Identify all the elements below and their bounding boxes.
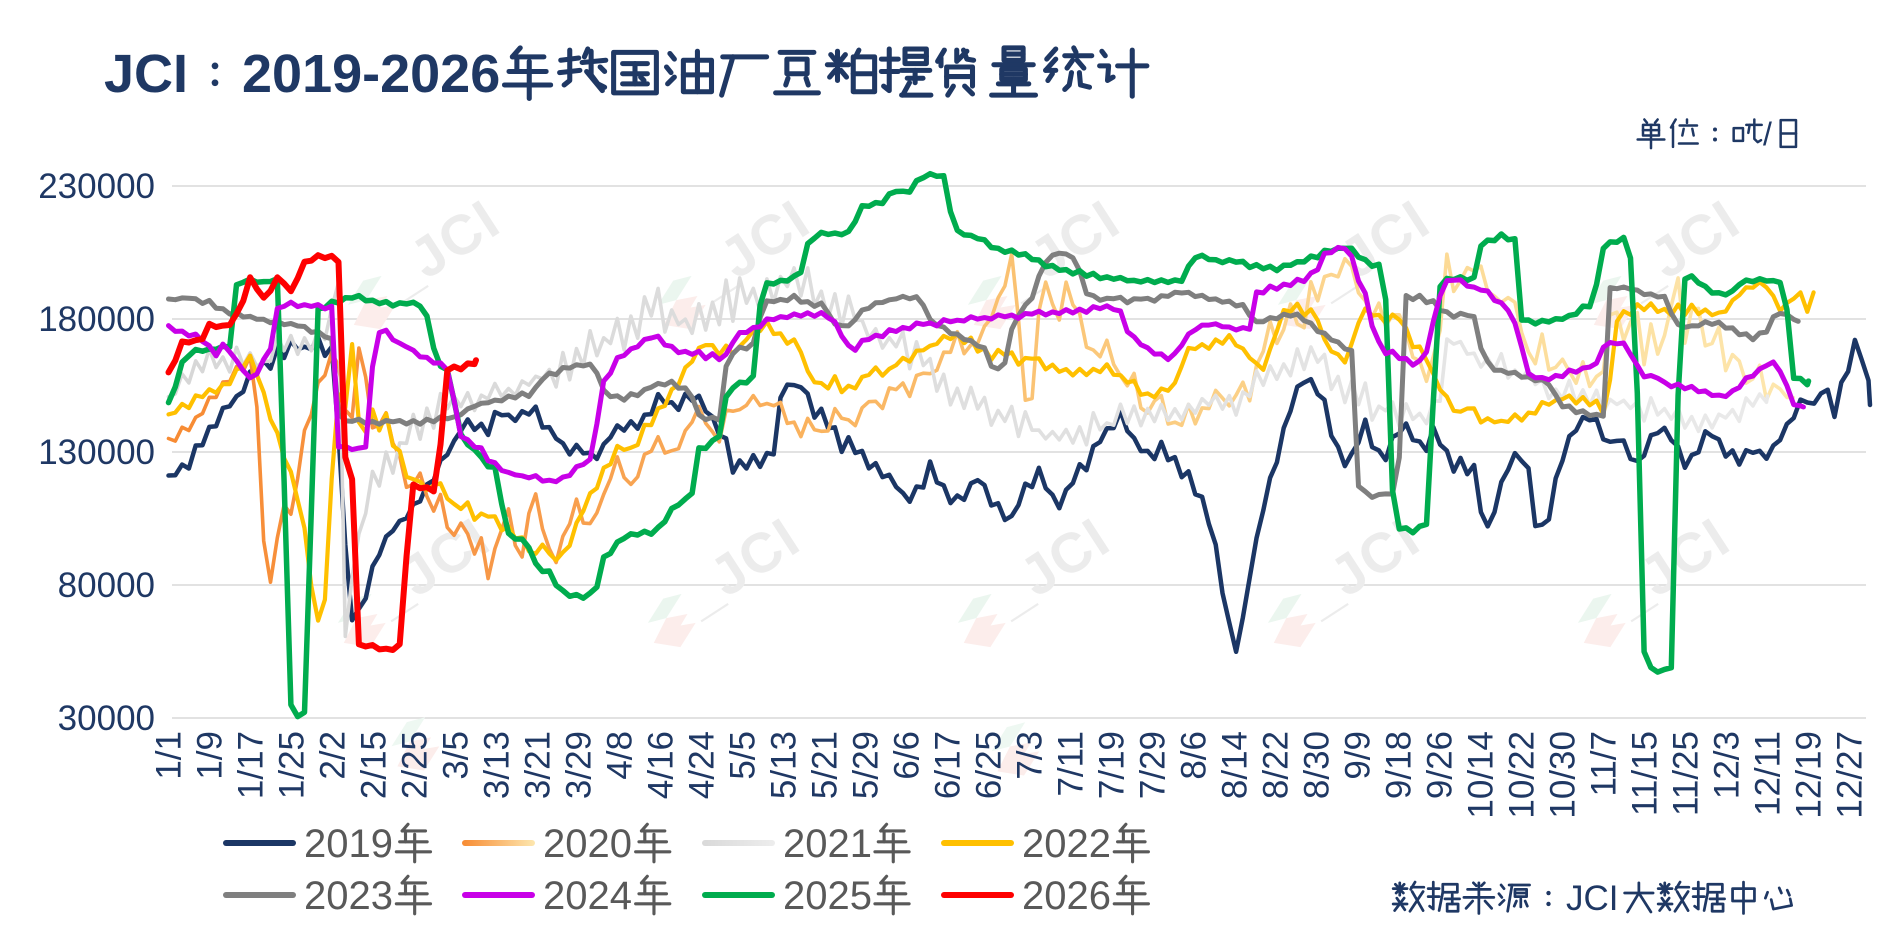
svg-text:5/21: 5/21 — [806, 731, 845, 799]
svg-text:2/15: 2/15 — [355, 731, 394, 799]
svg-text:7/3: 7/3 — [1011, 731, 1050, 780]
svg-text:5/13: 5/13 — [765, 731, 804, 799]
svg-text:3/5: 3/5 — [437, 731, 476, 780]
svg-text:9/18: 9/18 — [1380, 731, 1419, 799]
svg-text:10/30: 10/30 — [1544, 731, 1583, 819]
svg-text:3/13: 3/13 — [478, 731, 517, 799]
svg-text:30000: 30000 — [58, 699, 155, 738]
svg-text:1/17: 1/17 — [232, 731, 271, 799]
svg-text:12/11: 12/11 — [1749, 731, 1788, 816]
svg-text:8/30: 8/30 — [1298, 731, 1337, 799]
svg-text:/: / — [1763, 116, 1772, 152]
svg-text:1/1: 1/1 — [150, 731, 189, 780]
svg-text:2025: 2025 — [783, 874, 872, 918]
svg-text:8/14: 8/14 — [1216, 731, 1255, 799]
svg-text:10/22: 10/22 — [1503, 731, 1542, 819]
svg-text:2022: 2022 — [1022, 822, 1111, 866]
svg-text:5/5: 5/5 — [724, 731, 763, 780]
svg-text:130000: 130000 — [38, 433, 155, 472]
svg-text:8/6: 8/6 — [1175, 731, 1214, 780]
svg-text:9/26: 9/26 — [1421, 731, 1460, 799]
svg-text:7/29: 7/29 — [1134, 731, 1173, 799]
svg-text:6/17: 6/17 — [929, 731, 968, 799]
svg-text:2/25: 2/25 — [396, 731, 435, 799]
svg-text:9/9: 9/9 — [1339, 731, 1378, 780]
svg-text:5/29: 5/29 — [847, 731, 886, 799]
svg-text:11/25: 11/25 — [1667, 731, 1706, 816]
svg-text:12/19: 12/19 — [1790, 731, 1829, 819]
svg-text:2023: 2023 — [304, 874, 393, 918]
svg-text:4/24: 4/24 — [683, 731, 722, 799]
svg-text:JCI: JCI — [104, 44, 188, 104]
svg-text:2021: 2021 — [783, 822, 872, 866]
svg-text:6/6: 6/6 — [888, 731, 927, 780]
svg-text:80000: 80000 — [58, 566, 155, 605]
svg-text:2/2: 2/2 — [314, 731, 353, 780]
svg-text:2020: 2020 — [543, 822, 632, 866]
svg-text:2026: 2026 — [1022, 874, 1111, 918]
svg-text:1/9: 1/9 — [191, 731, 230, 780]
svg-text:JCI: JCI — [1566, 879, 1619, 918]
svg-text:2019: 2019 — [304, 822, 393, 866]
svg-text:12/3: 12/3 — [1708, 731, 1747, 799]
svg-text:2024: 2024 — [543, 874, 632, 918]
svg-text:11/7: 11/7 — [1585, 731, 1624, 797]
svg-text:1/25: 1/25 — [273, 731, 312, 799]
svg-text:4/8: 4/8 — [601, 731, 640, 780]
svg-text:4/16: 4/16 — [642, 731, 681, 799]
svg-text:10/14: 10/14 — [1462, 731, 1501, 819]
svg-text:3/29: 3/29 — [560, 731, 599, 799]
svg-text:6/25: 6/25 — [970, 731, 1009, 799]
svg-text:3/21: 3/21 — [519, 731, 558, 799]
svg-text:8/22: 8/22 — [1257, 731, 1296, 799]
svg-text:180000: 180000 — [38, 300, 155, 339]
svg-text:7/11: 7/11 — [1052, 731, 1091, 797]
svg-text:230000: 230000 — [38, 167, 155, 206]
svg-text:11/15: 11/15 — [1626, 731, 1665, 816]
svg-text:2019-2026: 2019-2026 — [242, 44, 500, 104]
svg-text:12/27: 12/27 — [1831, 731, 1870, 819]
svg-text:7/19: 7/19 — [1093, 731, 1132, 799]
